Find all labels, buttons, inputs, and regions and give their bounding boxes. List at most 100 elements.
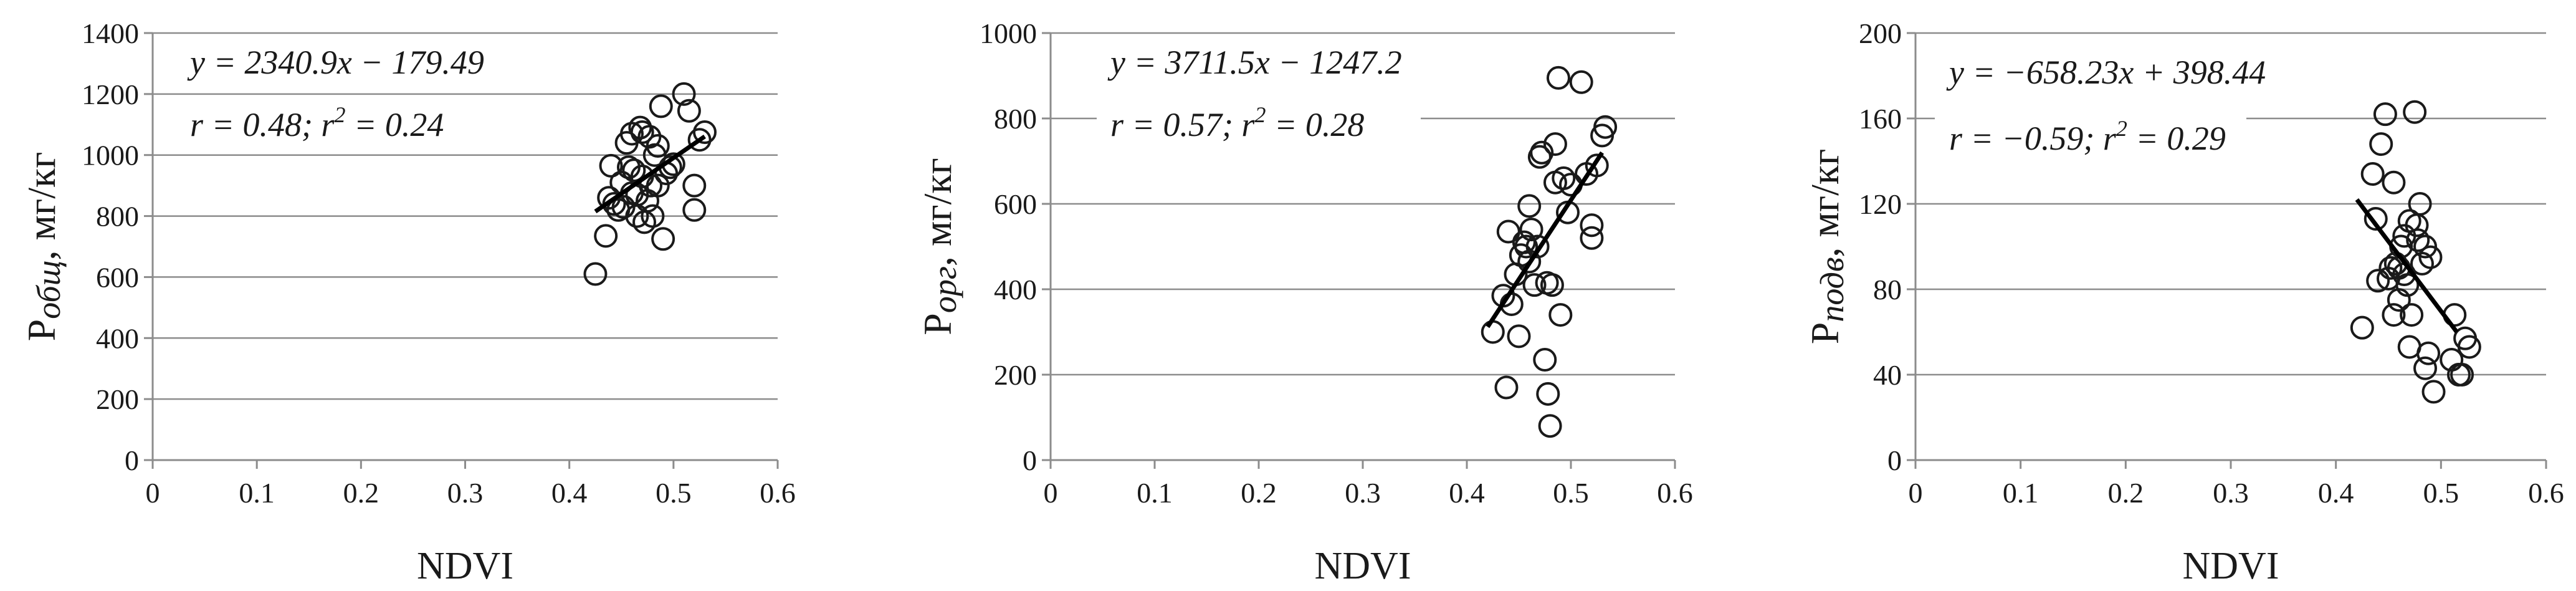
y-axis-label: Pподв, мг/кг: [1803, 149, 1851, 345]
correlation-stats: r = 0.48; r2 = 0.24: [190, 102, 444, 143]
regression-equation: y = 3711.5x − 1247.2: [1107, 44, 1402, 81]
data-point: [1514, 234, 1538, 259]
stats-text-a: r = 0.48; r: [190, 106, 335, 143]
y-axis-label-units: , мг/кг: [1803, 149, 1847, 257]
x-tick-label: 0.4: [2318, 477, 2354, 509]
correlation-stats: r = 0.57; r2 = 0.28: [1110, 102, 1364, 143]
data-point: [583, 262, 608, 286]
data-point: [1494, 375, 1519, 400]
y-tick-label: 400: [96, 322, 139, 354]
y-axis-label: Pорг, мг/кг: [915, 158, 963, 335]
data-point: [2400, 303, 2424, 327]
data-point: [672, 82, 696, 106]
y-tick-label: 200: [994, 359, 1037, 391]
data-point: [1546, 65, 1570, 90]
y-tick-label: 200: [96, 383, 139, 415]
y-tick-label: 160: [1859, 103, 1902, 135]
y-tick-label: 800: [96, 201, 139, 233]
data-point: [1538, 414, 1562, 438]
data-point: [1543, 132, 1567, 156]
x-tick-label: 0.6: [760, 477, 796, 509]
data-point: [1536, 382, 1560, 406]
data-point: [2378, 256, 2403, 280]
y-axis-label-subscript: общ: [30, 261, 67, 319]
equation-bg: [1935, 47, 2334, 96]
data-point: [2403, 100, 2427, 124]
data-point: [1580, 213, 1604, 238]
data-point: [1540, 273, 1564, 297]
data-point: [1580, 226, 1604, 250]
x-tick-label: 0.1: [239, 477, 275, 509]
x-tick-label: 0.2: [343, 477, 379, 509]
y-tick-label: 600: [994, 188, 1037, 220]
y-tick-label: 1200: [82, 79, 139, 110]
x-axis-label: NDVI: [417, 545, 513, 587]
data-point: [2408, 192, 2432, 216]
data-point: [1517, 194, 1542, 218]
chart-3: 0 40 80 120 160 200 0 0.1 0.2 0.3 0.4 0.5 0.6 NDVI Pпо…: [1803, 17, 2564, 587]
data-point: [2450, 363, 2474, 387]
data-point: [2416, 341, 2441, 365]
y-axis-label-main: P: [915, 313, 960, 335]
stats-text-a: r = 0.57; r: [1110, 106, 1255, 143]
x-tick-label: 0: [146, 477, 160, 509]
stats-text-b: = 0.28: [1266, 106, 1364, 143]
data-point: [687, 128, 712, 152]
data-point: [1519, 218, 1543, 242]
data-point: [2413, 356, 2438, 380]
data-point: [651, 227, 675, 251]
y-axis-label-units: , мг/кг: [915, 158, 960, 266]
y-tick-label: 200: [1859, 17, 1902, 49]
data-point: [1552, 166, 1576, 190]
x-tick-label: 0.6: [2528, 477, 2564, 509]
data-point: [1481, 320, 1505, 344]
data-point: [682, 198, 707, 222]
y-tick-label: 600: [96, 261, 139, 293]
data-point: [641, 204, 665, 228]
data-point: [1548, 303, 1573, 327]
y-tick-label: 80: [1873, 274, 1902, 305]
x-axis-label: NDVI: [1315, 545, 1411, 587]
data-point: [2360, 162, 2385, 186]
stats-bg: [176, 97, 512, 152]
data-point: [1533, 348, 1557, 372]
data-point: [2369, 132, 2393, 156]
stats-superscript: 2: [334, 102, 345, 127]
x-tick-label: 0.1: [1137, 477, 1173, 509]
data-point: [1569, 70, 1593, 94]
data-point: [1507, 324, 1531, 348]
data-point: [2373, 102, 2397, 127]
x-axis-label: NDVI: [2183, 545, 2279, 587]
x-tick-label: 0.4: [1449, 477, 1485, 509]
x-tick-label: 0.4: [551, 477, 588, 509]
x-tick-label: 0.3: [447, 477, 484, 509]
stats-superscript: 2: [2116, 116, 2127, 141]
data-point: [2457, 335, 2481, 359]
x-tick-label: 0.5: [2423, 477, 2459, 509]
y-tick-label: 1000: [82, 140, 139, 171]
x-tick-label: 0: [1044, 477, 1058, 509]
y-axis-label-main: P: [19, 319, 64, 342]
data-point: [2350, 315, 2374, 340]
x-tick-label: 0: [1909, 477, 1923, 509]
correlation-stats: r = −0.59; r2 = 0.29: [1949, 116, 2226, 157]
y-tick-label: 1000: [980, 17, 1037, 49]
regression-equation: y = −658.23x + 398.44: [1946, 54, 2266, 91]
y-axis-label-subscript: подв: [1813, 257, 1851, 322]
data-point: [692, 120, 717, 145]
data-point: [2421, 380, 2446, 404]
data-point: [2418, 245, 2443, 269]
stats-bg: [1935, 111, 2246, 166]
data-point: [1593, 115, 1618, 139]
data-point: [2364, 206, 2388, 231]
y-tick-label: 0: [1023, 444, 1037, 476]
data-point: [599, 153, 623, 178]
equation-bg: [176, 37, 599, 86]
y-tick-label: 120: [1859, 188, 1902, 220]
chart-1: 0 200 400 600 800 1000 1200 1400 0 0.1 0.2 0.3 0.4 0.…: [19, 17, 796, 587]
data-point: [2382, 303, 2406, 327]
x-tick-label: 0.2: [2108, 477, 2144, 509]
data-point: [677, 98, 701, 123]
y-tick-label: 1400: [82, 17, 139, 49]
stats-text-b: = 0.24: [345, 106, 444, 143]
